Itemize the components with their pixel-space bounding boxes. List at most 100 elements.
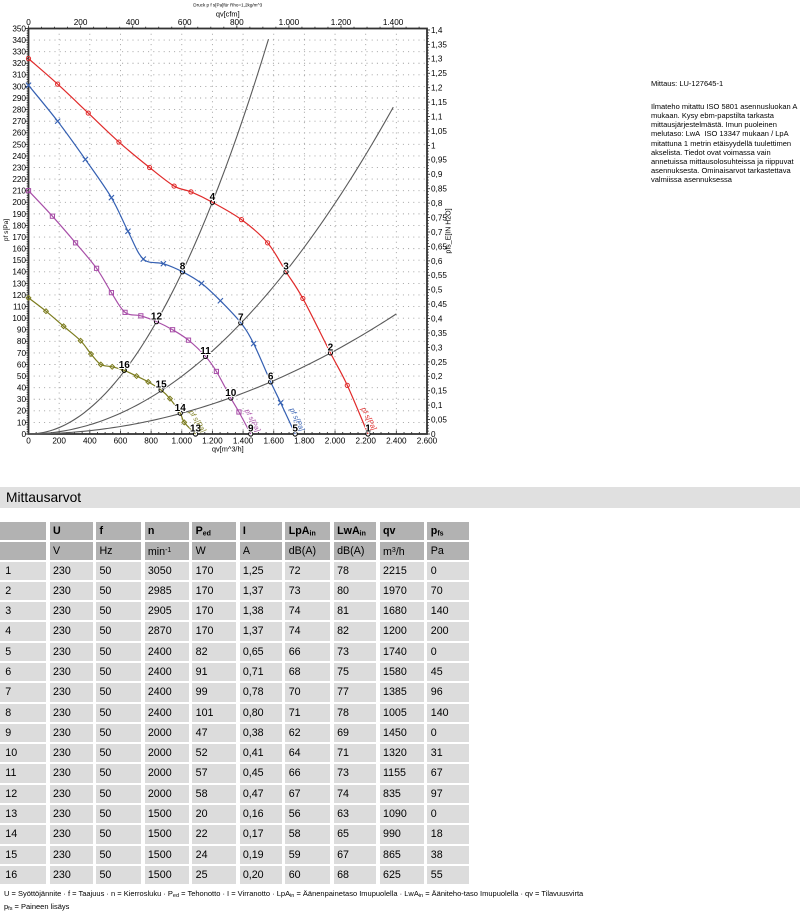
svg-text:5: 5 — [292, 424, 298, 435]
svg-text:Druck p f s[Pa]für Rho=1,2kg/m: Druck p f s[Pa]für Rho=1,2kg/m^3 — [193, 3, 262, 8]
svg-text:7: 7 — [238, 312, 244, 323]
svg-text:13: 13 — [190, 424, 202, 435]
svg-text:600: 600 — [178, 18, 192, 27]
svg-text:220: 220 — [12, 175, 26, 184]
svg-text:0,5: 0,5 — [431, 286, 443, 295]
svg-text:1.200: 1.200 — [202, 437, 223, 446]
svg-text:pf s[Pa]: pf s[Pa] — [3, 219, 10, 242]
svg-text:0,25: 0,25 — [431, 358, 447, 367]
svg-text:30: 30 — [17, 395, 27, 404]
svg-text:260: 260 — [12, 129, 26, 138]
svg-text:310: 310 — [12, 71, 26, 80]
svg-text:2.000: 2.000 — [325, 437, 346, 446]
svg-text:0,05: 0,05 — [431, 415, 447, 424]
svg-text:pfs_E[IN H2O]: pfs_E[IN H2O] — [446, 208, 453, 253]
svg-text:300: 300 — [12, 82, 26, 91]
svg-text:1,35: 1,35 — [431, 40, 447, 49]
svg-text:1,15: 1,15 — [431, 98, 447, 107]
svg-text:1.400: 1.400 — [233, 437, 254, 446]
svg-text:2.400: 2.400 — [386, 437, 407, 446]
svg-text:230: 230 — [12, 163, 26, 172]
svg-text:15: 15 — [156, 380, 168, 391]
svg-text:600: 600 — [114, 437, 128, 446]
svg-text:290: 290 — [12, 94, 26, 103]
svg-text:0,3: 0,3 — [431, 343, 443, 352]
svg-text:340: 340 — [12, 36, 26, 45]
svg-text:1,25: 1,25 — [431, 69, 447, 78]
svg-text:320: 320 — [12, 59, 26, 68]
svg-text:90: 90 — [17, 326, 27, 335]
svg-text:11: 11 — [200, 346, 211, 357]
svg-text:0,55: 0,55 — [431, 271, 447, 280]
svg-text:0,75: 0,75 — [431, 213, 447, 222]
svg-text:0,6: 0,6 — [431, 257, 443, 266]
svg-text:0,95: 0,95 — [431, 156, 447, 165]
svg-text:14: 14 — [175, 403, 187, 414]
svg-text:2: 2 — [328, 343, 334, 354]
svg-text:0,1: 0,1 — [431, 401, 443, 410]
svg-text:40: 40 — [17, 384, 27, 393]
svg-text:0,15: 0,15 — [431, 387, 447, 396]
svg-text:3: 3 — [283, 262, 289, 273]
svg-text:1.400: 1.400 — [383, 18, 404, 27]
svg-text:110: 110 — [13, 302, 26, 311]
svg-text:0: 0 — [21, 430, 26, 439]
svg-text:190: 190 — [12, 210, 26, 219]
svg-text:1,3: 1,3 — [431, 55, 443, 64]
svg-text:180: 180 — [12, 221, 26, 230]
svg-text:150: 150 — [12, 256, 26, 265]
svg-text:4: 4 — [210, 192, 216, 203]
svg-text:120: 120 — [12, 291, 26, 300]
svg-text:0,9: 0,9 — [431, 170, 443, 179]
svg-text:0,2: 0,2 — [431, 372, 443, 381]
svg-text:250: 250 — [12, 140, 26, 149]
svg-text:0,65: 0,65 — [431, 242, 447, 251]
svg-text:100: 100 — [12, 314, 26, 323]
svg-text:0,35: 0,35 — [431, 329, 447, 338]
svg-text:1,2: 1,2 — [431, 84, 443, 93]
svg-text:1.600: 1.600 — [263, 437, 284, 446]
svg-text:350: 350 — [12, 24, 26, 33]
svg-text:1,05: 1,05 — [431, 127, 447, 136]
svg-text:130: 130 — [12, 279, 26, 288]
svg-text:6: 6 — [268, 372, 274, 383]
svg-text:0,45: 0,45 — [431, 300, 447, 309]
svg-text:qv[cfm]: qv[cfm] — [216, 10, 240, 19]
svg-text:0: 0 — [26, 18, 31, 27]
svg-text:200: 200 — [52, 437, 66, 446]
svg-text:1: 1 — [431, 141, 436, 150]
svg-text:qv[m^3/h]: qv[m^3/h] — [212, 445, 244, 454]
svg-text:70: 70 — [17, 349, 27, 358]
svg-text:0,8: 0,8 — [431, 199, 443, 208]
svg-text:330: 330 — [12, 48, 26, 57]
svg-text:1.000: 1.000 — [279, 18, 300, 27]
svg-text:1.200: 1.200 — [331, 18, 352, 27]
svg-text:9: 9 — [248, 424, 254, 435]
svg-text:60: 60 — [17, 360, 27, 369]
svg-text:280: 280 — [12, 106, 26, 115]
svg-text:400: 400 — [126, 18, 140, 27]
svg-text:210: 210 — [12, 187, 26, 196]
svg-text:800: 800 — [144, 437, 158, 446]
svg-text:240: 240 — [12, 152, 26, 161]
svg-text:2.200: 2.200 — [355, 437, 376, 446]
svg-text:170: 170 — [12, 233, 26, 242]
svg-text:10: 10 — [17, 418, 27, 427]
svg-text:2.600: 2.600 — [417, 437, 438, 446]
svg-text:0: 0 — [26, 437, 31, 446]
svg-text:200: 200 — [12, 198, 26, 207]
svg-text:1.000: 1.000 — [172, 437, 193, 446]
svg-text:1: 1 — [365, 424, 371, 435]
svg-text:0,4: 0,4 — [431, 314, 443, 323]
svg-text:1,4: 1,4 — [431, 26, 443, 35]
svg-text:12: 12 — [151, 311, 163, 322]
svg-text:1.800: 1.800 — [294, 437, 315, 446]
svg-text:10: 10 — [225, 388, 237, 399]
svg-text:16: 16 — [119, 360, 131, 371]
svg-text:8: 8 — [180, 262, 186, 273]
svg-text:140: 140 — [12, 268, 26, 277]
svg-text:400: 400 — [83, 437, 97, 446]
svg-text:50: 50 — [17, 372, 27, 381]
svg-text:0: 0 — [431, 430, 436, 439]
svg-text:1,1: 1,1 — [431, 112, 443, 121]
